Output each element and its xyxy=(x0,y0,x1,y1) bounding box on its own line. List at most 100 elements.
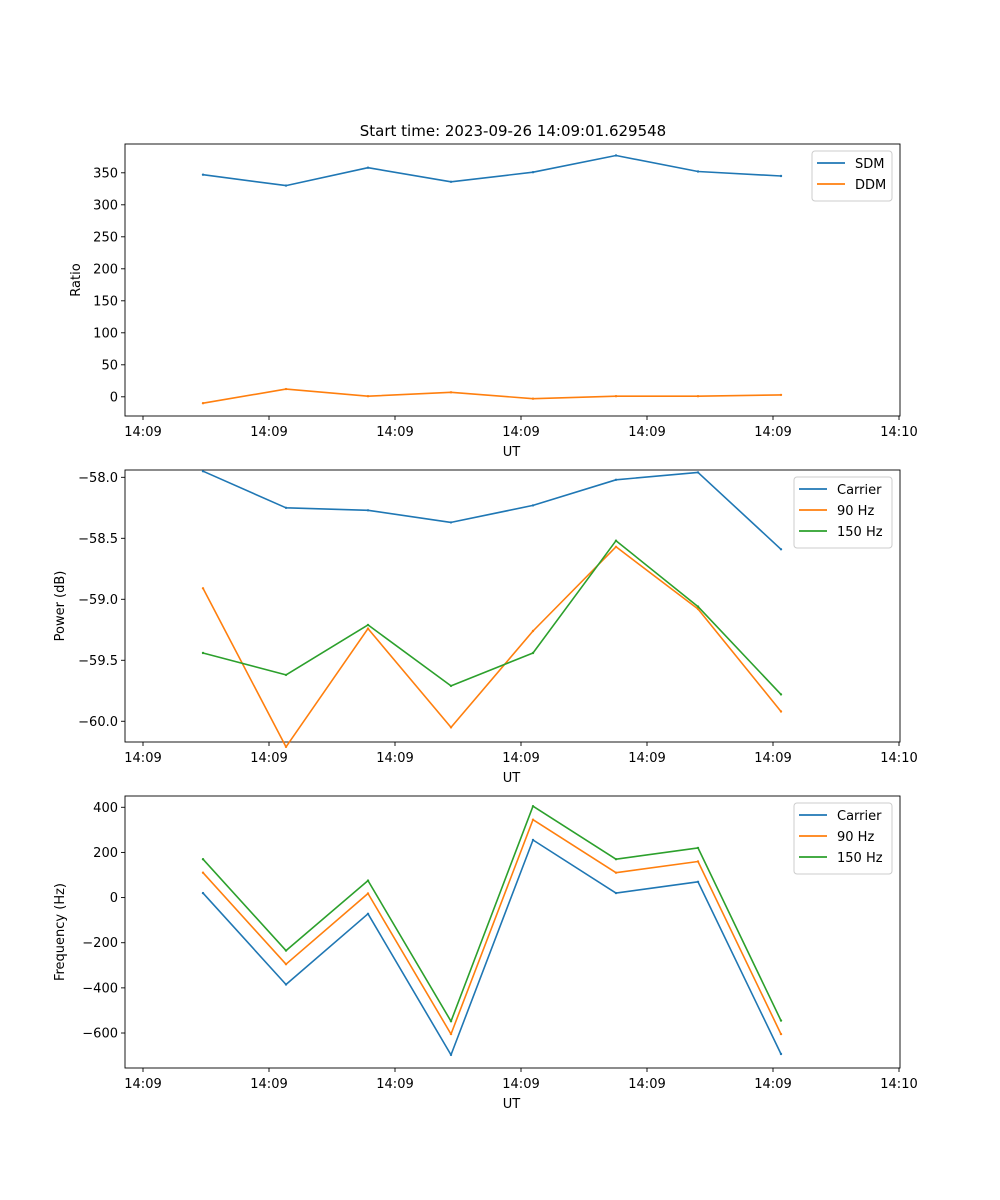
y-tick-label: 200 xyxy=(93,846,118,861)
data-point xyxy=(449,1020,453,1023)
series-line-150-hz xyxy=(202,805,782,1023)
data-point xyxy=(449,1053,453,1057)
series-line-carrier xyxy=(202,839,782,1056)
x-axis-label: UT xyxy=(503,771,521,786)
data-point xyxy=(531,805,535,808)
data-point xyxy=(366,627,370,630)
x-tick-label: 14:09 xyxy=(376,1077,413,1092)
legend-label: SDM xyxy=(855,157,884,172)
x-tick-label: 14:10 xyxy=(880,751,917,766)
x-tick-label: 14:09 xyxy=(502,1077,539,1092)
legend-label: 150 Hz xyxy=(837,851,883,866)
data-point xyxy=(201,651,205,655)
y-tick-label: 0 xyxy=(110,390,118,405)
x-tick-label: 14:09 xyxy=(754,1077,791,1092)
plot-area-frame xyxy=(124,469,901,743)
data-point xyxy=(779,548,783,551)
plot-series xyxy=(201,470,783,749)
legend: SDM DDM xyxy=(811,150,893,202)
y-tick-label: 100 xyxy=(93,326,118,341)
data-point xyxy=(449,521,453,524)
y-tick-label: 250 xyxy=(93,230,118,245)
data-point xyxy=(284,506,288,509)
y-tick-label: −60.0 xyxy=(78,715,118,730)
x-tick-label: 14:09 xyxy=(628,425,665,440)
data-point xyxy=(696,846,700,850)
chart-panel-2: 14:09 14:09 14:09 14:09 14:09 14:09 14:10 −60.0… xyxy=(53,469,918,786)
x-axis-label: UT xyxy=(503,1097,521,1112)
data-point xyxy=(366,623,370,627)
y-axis-label: Frequency (Hz) xyxy=(53,883,68,981)
chart-panels: 14:09 14:09 14:09 14:09 14:09 14:09 14:10 0 50 10… xyxy=(53,143,918,1112)
x-tick-label: 14:09 xyxy=(250,751,287,766)
y-tick-label: 0 xyxy=(110,891,118,906)
data-point xyxy=(449,180,453,183)
data-point xyxy=(696,607,700,611)
x-tick-label: 14:09 xyxy=(124,1077,161,1092)
y-tick-label: 200 xyxy=(93,262,118,277)
figure-title: Start time: 2023-09-26 14:09:01.629548 xyxy=(360,122,666,140)
y-tick-label: −600 xyxy=(82,1027,118,1042)
data-point xyxy=(449,726,453,729)
series-line-90-hz xyxy=(202,545,782,748)
data-point xyxy=(696,395,700,398)
series-line-90-hz xyxy=(202,818,782,1035)
data-point xyxy=(284,963,288,966)
data-point xyxy=(696,605,700,608)
y-tick-label: −58.5 xyxy=(78,532,118,547)
legend-label: Carrier xyxy=(837,809,882,824)
x-tick-label: 14:09 xyxy=(502,751,539,766)
data-point xyxy=(201,858,205,861)
legend-label: 90 Hz xyxy=(837,504,874,519)
chart-panel-3: 14:09 14:09 14:09 14:09 14:09 14:09 14:10 −600 −… xyxy=(53,795,918,1112)
legend-label: 150 Hz xyxy=(837,525,883,540)
series-line-150-hz xyxy=(202,539,782,695)
data-point xyxy=(779,174,783,178)
data-point xyxy=(696,860,700,863)
data-point xyxy=(284,387,288,391)
data-point xyxy=(449,684,453,688)
data-point xyxy=(284,184,288,187)
x-tick-label: 14:09 xyxy=(754,751,791,766)
data-point xyxy=(779,393,783,397)
legend: Carrier 90 Hz 150 Hz xyxy=(793,802,893,875)
series-line-carrier xyxy=(202,470,782,550)
data-point xyxy=(284,949,288,952)
x-axis-label: UT xyxy=(503,445,521,460)
y-axis-label: Ratio xyxy=(69,263,84,296)
data-point xyxy=(531,629,535,633)
data-point xyxy=(201,402,205,405)
data-point xyxy=(366,912,370,915)
data-point xyxy=(696,471,700,474)
data-point xyxy=(779,1052,783,1056)
legend: Carrier 90 Hz 150 Hz xyxy=(793,476,893,549)
data-point xyxy=(531,397,535,400)
plot-series xyxy=(201,805,783,1057)
data-point xyxy=(531,818,535,821)
x-tick-label: 14:09 xyxy=(502,425,539,440)
data-point xyxy=(779,710,783,713)
data-point xyxy=(201,891,205,895)
y-tick-label: −200 xyxy=(82,936,118,951)
x-tick-label: 14:09 xyxy=(376,751,413,766)
data-point xyxy=(201,470,205,473)
data-point xyxy=(614,154,618,157)
y-tick-label: 400 xyxy=(93,801,118,816)
x-tick-label: 14:09 xyxy=(628,1077,665,1092)
series-line-ddm xyxy=(202,388,782,404)
data-point xyxy=(779,693,783,696)
data-point xyxy=(284,673,288,677)
y-axis-label: Power (dB) xyxy=(53,571,68,642)
data-point xyxy=(366,166,370,169)
data-point xyxy=(531,171,535,174)
x-tick-label: 14:09 xyxy=(250,1077,287,1092)
data-point xyxy=(779,1032,783,1036)
data-point xyxy=(779,1019,783,1022)
chart-panel-1: 14:09 14:09 14:09 14:09 14:09 14:09 14:10 0 50 10… xyxy=(69,143,918,460)
x-tick-label: 14:09 xyxy=(754,425,791,440)
x-tick-label: 14:09 xyxy=(124,425,161,440)
legend-label: Carrier xyxy=(837,483,882,498)
data-point xyxy=(614,871,618,874)
legend-label: 90 Hz xyxy=(837,830,874,845)
data-point xyxy=(696,880,700,883)
